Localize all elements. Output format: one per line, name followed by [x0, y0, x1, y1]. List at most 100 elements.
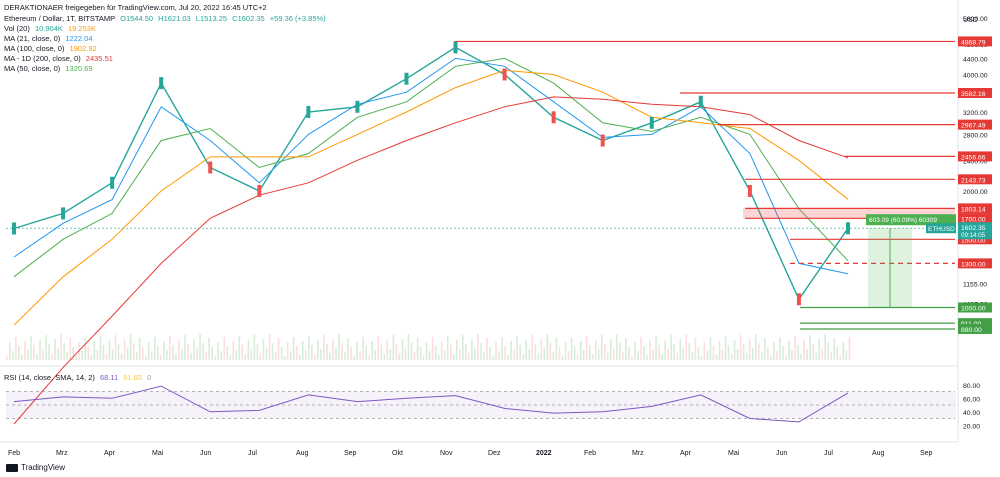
volume-bar — [413, 352, 416, 360]
level-tag — [958, 234, 992, 245]
volume-bar — [129, 334, 132, 360]
volume-bar — [377, 336, 380, 360]
volume-bar — [347, 338, 349, 360]
volume-bar — [667, 349, 669, 360]
volume-bar — [800, 354, 802, 360]
volume-bar — [818, 339, 820, 360]
time-tick-label: Jun — [200, 450, 211, 457]
volume-bar — [640, 337, 642, 360]
volume-bar — [836, 347, 839, 360]
volume-bar — [842, 342, 845, 360]
volume-bar — [489, 347, 491, 360]
level-label: 2967.49 — [961, 123, 986, 130]
volume-bar — [845, 351, 848, 360]
volume-bar — [30, 336, 32, 360]
level-label: 1000.00 — [961, 305, 986, 312]
brand-label: TradingView — [21, 463, 66, 472]
price-point — [306, 105, 311, 118]
time-tick-label: Jun — [776, 450, 787, 457]
volume-bar — [96, 350, 99, 360]
volume-bar — [480, 343, 482, 360]
volume-bar — [733, 340, 736, 360]
volume-bar — [495, 342, 497, 360]
volume-bar — [274, 352, 277, 360]
price-point — [257, 184, 262, 197]
series-line — [13, 57, 849, 278]
level-tag — [958, 174, 992, 185]
measure-label-bg — [866, 214, 956, 226]
volume-bar — [144, 356, 147, 360]
volume-bar — [797, 345, 799, 360]
volume-bar — [664, 340, 666, 360]
indicator-ma200[interactable]: MA - 1D (200, close, 0) 2435.51 — [4, 54, 326, 64]
volume-bar — [36, 354, 38, 360]
indicator-ma50[interactable]: MA (50, close, 0) 1320.69 — [4, 64, 326, 74]
rsi-value: 68.11 — [99, 373, 119, 382]
volume-bar — [767, 347, 769, 360]
volume-bar — [830, 352, 833, 360]
volume-bar — [229, 355, 232, 360]
volume-bar — [498, 351, 500, 360]
ohlc-high: H1621.03 — [158, 14, 191, 23]
volume-bar — [631, 356, 633, 360]
volume-bar — [57, 348, 59, 360]
volume-bar — [821, 348, 823, 360]
volume-bar — [600, 335, 603, 360]
volume-bar — [350, 347, 352, 360]
volume-bar — [492, 356, 494, 360]
volume-bar — [419, 347, 422, 360]
volume-bar — [226, 346, 229, 360]
indicator-label: MA (100, close, 0) — [4, 44, 65, 53]
volume-bar — [39, 340, 41, 360]
indicator-vol[interactable]: Vol (20) 10.904K 19.253K — [4, 24, 326, 34]
volume-bar — [528, 349, 531, 360]
volume-bar — [371, 341, 374, 360]
series-line — [13, 69, 849, 326]
volume-bar — [21, 355, 23, 360]
volume-bar — [582, 350, 585, 360]
volume-bar — [166, 350, 168, 360]
symbol-name[interactable]: Ethereum / Dollar, 1T, BITSTAMP — [4, 14, 116, 23]
volume-bar — [138, 338, 141, 360]
volume-bar — [655, 336, 657, 360]
price-point — [110, 176, 115, 189]
volume-bar — [54, 339, 56, 360]
volume-bar — [465, 344, 467, 360]
volume-bar — [45, 335, 47, 360]
level-tag — [958, 258, 992, 269]
volume-bar — [401, 339, 404, 360]
volume-bar — [434, 346, 437, 360]
volume-bar — [486, 338, 488, 360]
volume-bar — [241, 345, 244, 360]
volume-bar — [634, 342, 636, 360]
volume-bar — [585, 336, 588, 360]
current-price-label: 1602.35 — [961, 225, 986, 232]
volume-bar — [552, 352, 555, 360]
level-tag — [958, 323, 992, 334]
volume-bar — [606, 353, 609, 360]
volume-bar — [510, 341, 512, 360]
time-tick-label: Dez — [488, 450, 501, 457]
price-point — [208, 161, 213, 174]
indicator-ma21[interactable]: MA (21, close, 0) 1222.04 — [4, 34, 326, 44]
indicator-ma100[interactable]: MA (100, close, 0) 1902.92 — [4, 44, 326, 54]
volume-bar — [259, 353, 262, 360]
volume-bar — [314, 354, 316, 360]
volume-bar — [522, 354, 525, 360]
countdown-label: 09:14:05 — [961, 232, 986, 239]
volume-bar — [670, 335, 672, 360]
time-tick-label: 2022 — [536, 450, 552, 457]
tradingview-brand[interactable]: TradingView — [6, 463, 65, 472]
rsi-header[interactable]: RSI (14, close, SMA, 14, 2) 68.11 51.83 … — [4, 373, 151, 383]
time-tick-label: Feb — [8, 450, 20, 457]
time-tick-label: Mai — [728, 450, 740, 457]
price-point — [796, 293, 801, 306]
ohlc-close: C1602.35 — [232, 14, 265, 23]
price-tick-label: 2000.00 — [963, 189, 988, 196]
volume-bar — [742, 344, 745, 360]
volume-bar — [815, 353, 817, 360]
volume-bar — [449, 345, 452, 360]
volume-bar — [87, 346, 90, 360]
volume-bar — [33, 345, 35, 360]
